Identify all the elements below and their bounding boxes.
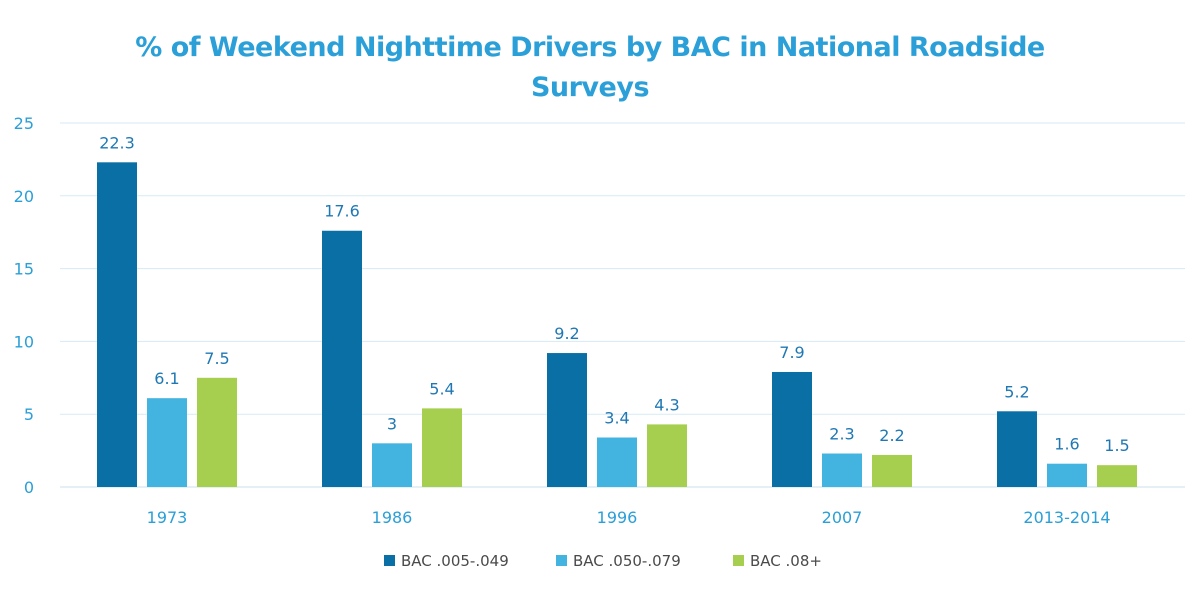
data-label-2013-2014-series-3: 1.5 <box>1104 436 1129 455</box>
bar-2007-series-2 <box>822 453 862 487</box>
data-label-1973-series-3: 7.5 <box>204 349 229 368</box>
x-tick-label-2013-2014: 2013-2014 <box>1023 508 1110 527</box>
data-label-1986-series-1: 17.6 <box>324 202 360 221</box>
data-label-1996-series-1: 9.2 <box>554 324 579 343</box>
bar-1973-series-3 <box>197 377 237 487</box>
bar-1996-series-1 <box>547 353 587 487</box>
y-tick-label-0: 0 <box>24 478 34 497</box>
data-label-2013-2014-series-2: 1.6 <box>1054 435 1079 454</box>
bar-1973-series-1 <box>97 162 137 487</box>
chart-title-line-1: % of Weekend Nighttime Drivers by BAC in… <box>135 32 1045 63</box>
legend-label-series-3: BAC .08+ <box>750 552 822 570</box>
data-label-1986-series-3: 5.4 <box>429 379 454 398</box>
y-tick-label-10: 10 <box>14 332 34 351</box>
bar-1986-series-3 <box>422 408 462 487</box>
bar-1973-series-2 <box>147 398 187 487</box>
legend-label-series-2: BAC .050-.079 <box>573 552 681 570</box>
bar-2007-series-3 <box>872 454 912 487</box>
x-tick-label-2007: 2007 <box>822 508 863 527</box>
y-tick-label-5: 5 <box>24 405 34 424</box>
bar-1996-series-2 <box>597 437 637 487</box>
x-tick-label-1973: 1973 <box>147 508 188 527</box>
data-label-1986-series-2: 3 <box>387 414 397 433</box>
data-label-1973-series-2: 6.1 <box>154 369 179 388</box>
data-label-2007-series-1: 7.9 <box>779 343 804 362</box>
chart-title: % of Weekend Nighttime Drivers by BAC in… <box>0 28 1180 108</box>
bar-1986-series-1 <box>322 230 362 487</box>
bar-2007-series-1 <box>772 371 812 487</box>
bar-2013-2014-series-2 <box>1047 463 1087 487</box>
y-tick-label-15: 15 <box>14 260 34 279</box>
legend-swatch-series-2 <box>556 555 567 566</box>
legend-swatch-series-3 <box>733 555 744 566</box>
data-label-1996-series-3: 4.3 <box>654 395 679 414</box>
bar-2013-2014-series-1 <box>997 411 1037 487</box>
chart-title-line-2: Surveys <box>530 72 650 103</box>
data-label-1973-series-1: 22.3 <box>99 133 135 152</box>
legend-swatch-series-1 <box>384 555 395 566</box>
bar-1986-series-2 <box>372 443 412 487</box>
x-tick-label-1996: 1996 <box>597 508 638 527</box>
data-label-1996-series-2: 3.4 <box>604 408 629 427</box>
data-label-2007-series-2: 2.3 <box>829 425 854 444</box>
bar-2013-2014-series-3 <box>1097 465 1137 487</box>
legend-label-series-1: BAC .005-.049 <box>401 552 509 570</box>
y-tick-label-25: 25 <box>14 114 34 133</box>
y-tick-label-20: 20 <box>14 187 34 206</box>
x-tick-label-1986: 1986 <box>372 508 413 527</box>
bar-1996-series-3 <box>647 424 687 487</box>
data-label-2013-2014-series-1: 5.2 <box>1004 382 1029 401</box>
data-label-2007-series-3: 2.2 <box>879 426 904 445</box>
